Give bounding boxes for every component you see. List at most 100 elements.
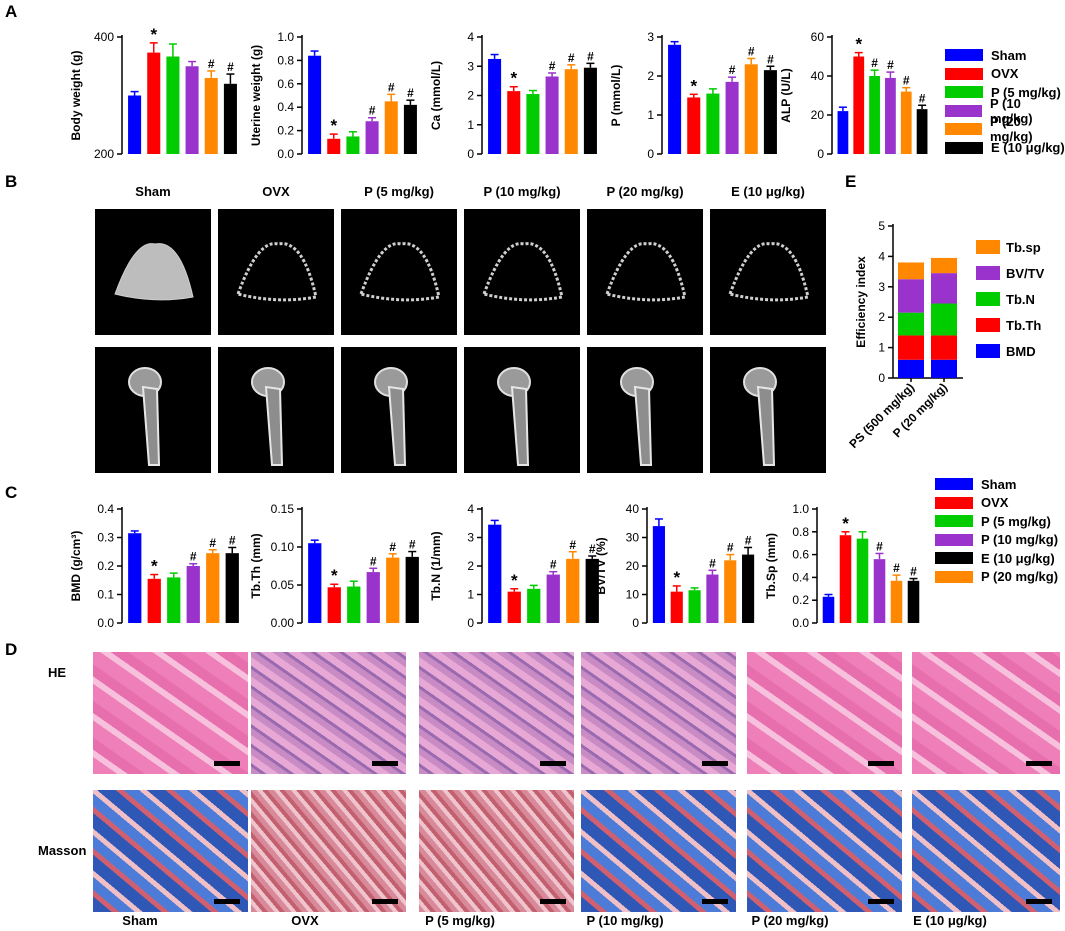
legend-item: P (10 mg/kg)	[935, 531, 1058, 550]
stacked-segment	[898, 312, 924, 336]
legend-label: P (5 mg/kg)	[981, 513, 1051, 529]
bar	[507, 91, 521, 154]
bar	[763, 70, 777, 154]
y-tick-label: 5	[878, 219, 885, 233]
chart-tb-th: Tb.Th (mm) 0.00 0.05 0.10 0.15 * # # #	[249, 502, 419, 630]
legend-swatch	[935, 478, 973, 491]
bar	[185, 66, 199, 154]
y-axis-label: Uterine weight (g)	[249, 45, 263, 146]
y-tick-label: 4	[467, 502, 474, 516]
panel-label-a: A	[5, 2, 18, 21]
y-tick-label: 0.0	[277, 147, 294, 161]
scale-bar	[702, 761, 728, 766]
significance-mark: #	[370, 554, 377, 568]
chart-body-weight: Body weight (g) 200 400 * # #	[69, 25, 237, 161]
bar	[128, 533, 142, 623]
y-axis-label: Tb.Sp (mm)	[764, 533, 778, 599]
chart-bv-tv: BV/TV (%) 0 10 20 30 40 * # # #	[594, 502, 755, 630]
legend-swatch	[945, 86, 983, 99]
y-tick-label: 1	[467, 118, 474, 132]
significance-mark: #	[407, 86, 414, 100]
scale-bar	[868, 899, 894, 904]
bar	[566, 558, 580, 623]
legend-item: P (20 mg/kg)	[945, 114, 1065, 144]
y-tick-label: 0	[467, 616, 474, 630]
bar	[223, 83, 237, 154]
legend-label: P (5 mg/kg)	[991, 84, 1061, 100]
legend-swatch	[935, 570, 973, 583]
legend-label: P (10 mg/kg)	[989, 95, 1033, 126]
histology-row-label: Masson	[38, 843, 87, 858]
ct-femur-image	[710, 347, 826, 473]
ct-trabecular-image	[218, 209, 334, 335]
bar	[308, 55, 322, 154]
ct-femur-image	[218, 347, 334, 473]
histology-column-label: Sham	[122, 913, 158, 928]
scale-bar	[540, 899, 566, 904]
legend-swatch	[945, 49, 983, 62]
bar	[744, 64, 758, 154]
y-tick-label: 0.0	[97, 616, 114, 630]
ct-femur-image	[341, 347, 457, 473]
significance-mark: #	[549, 59, 556, 73]
y-axis-label: Tb.Th (mm)	[249, 533, 263, 598]
significance-mark: *	[842, 514, 849, 533]
ct-femur-image	[587, 347, 703, 473]
scale-bar	[214, 899, 240, 904]
ct-trabecular-image	[95, 209, 211, 335]
bar	[839, 535, 852, 623]
y-axis-label: Ca (mmol/L)	[429, 61, 443, 130]
legend-swatch	[935, 552, 973, 565]
bar	[147, 52, 161, 154]
legend-swatch	[945, 141, 983, 154]
legend-panel-c: Sham OVX P (5 mg/kg) P (10 mg/kg) E (10 μg/k…	[935, 475, 1058, 586]
legend-panel-a: Sham OVX P (5 mg/kg) P (10 mg/kg) P (20 mg/k…	[945, 46, 1065, 157]
y-tick-label: 0.2	[792, 593, 809, 607]
stacked-segment	[898, 262, 924, 280]
significance-mark: *	[690, 76, 697, 95]
scale-bar	[540, 761, 566, 766]
legend-swatch	[935, 515, 973, 528]
y-tick-label: 3	[467, 59, 474, 73]
legend-swatch	[945, 123, 982, 136]
significance-mark: #	[389, 540, 396, 554]
bar	[652, 526, 665, 623]
legend-label: Tb.Th	[1006, 318, 1041, 333]
legend-swatch	[945, 67, 983, 80]
y-tick-label: 60	[811, 30, 825, 44]
y-tick-label: 10	[626, 588, 640, 602]
bar	[167, 577, 181, 623]
significance-mark: #	[589, 542, 596, 556]
masson-stain-image	[581, 790, 736, 912]
legend-label: Tb.sp	[1006, 240, 1041, 255]
bar	[346, 136, 360, 154]
y-tick-label: 3	[878, 280, 885, 294]
significance-mark: #	[229, 533, 236, 547]
ct-column-header: P (5 mg/kg)	[364, 184, 434, 199]
y-tick-label: 2	[467, 89, 474, 103]
bar	[885, 77, 896, 154]
significance-mark: #	[550, 558, 557, 572]
significance-mark: #	[388, 80, 395, 94]
bar	[405, 556, 419, 623]
bar	[327, 587, 341, 623]
significance-mark: *	[331, 566, 338, 585]
y-axis-label: Tb.N (1/mm)	[429, 531, 443, 600]
significance-mark: #	[209, 536, 216, 550]
y-tick-label: 1.0	[792, 502, 809, 516]
y-tick-label: 0.3	[97, 531, 114, 545]
ct-trabecular-image	[341, 209, 457, 335]
y-axis-label: ALP (U/L)	[779, 68, 793, 122]
y-tick-label: 0	[878, 371, 885, 385]
bar	[873, 559, 886, 623]
ct-column-header: Sham	[135, 184, 171, 199]
bar	[900, 91, 912, 154]
scale-bar	[214, 761, 240, 766]
y-tick-label: 4	[467, 30, 474, 44]
bar	[384, 101, 398, 154]
bar	[724, 560, 737, 623]
masson-stain-image	[912, 790, 1060, 912]
y-tick-label: 0.8	[792, 525, 809, 539]
chart-tb-n: Tb.N (1/mm) 0 1 2 3 4 * # # #	[429, 502, 599, 630]
